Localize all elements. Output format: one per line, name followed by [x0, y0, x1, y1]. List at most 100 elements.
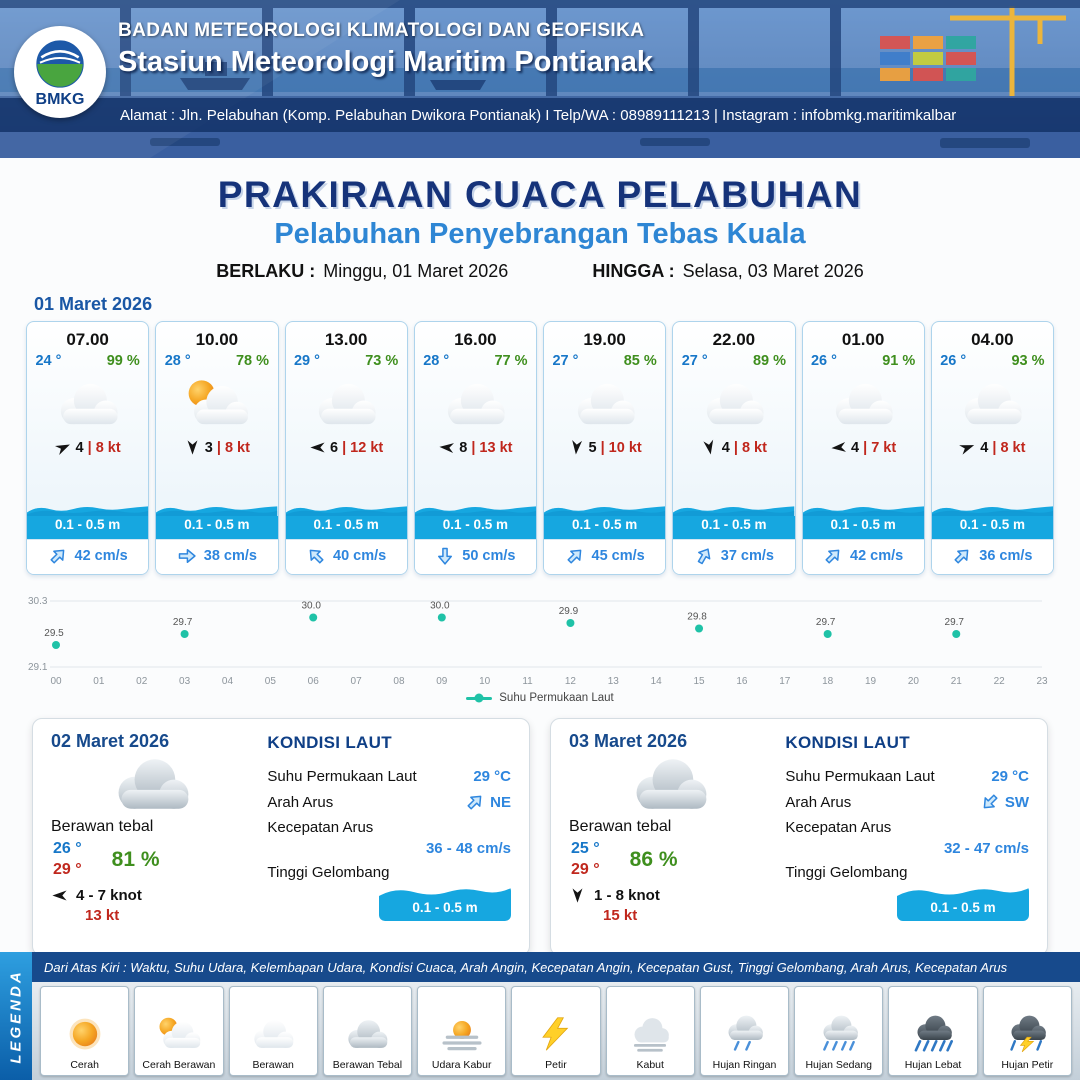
svg-text:30.0: 30.0 [430, 601, 450, 612]
wind-direction-icon [957, 437, 979, 459]
gust-speed: 13 kt [85, 907, 120, 924]
day-summary-row: 02 Maret 2026 Berawan tebal 26 ° 29 ° 81… [32, 718, 1048, 956]
svg-text:16: 16 [736, 676, 748, 687]
temp-humidity-row: 26 ° 91 % [811, 353, 915, 369]
wind-direction-icon [699, 438, 719, 458]
legend-item-label: Berawan [252, 1059, 294, 1071]
forecast-time: 13.00 [324, 330, 368, 349]
svg-text:08: 08 [393, 676, 405, 687]
legend-item-cerah: Cerah [40, 986, 130, 1076]
temp-max: 29 ° [53, 861, 82, 878]
page-subtitle: Pelabuhan Penyebrangan Tebas Kuala [274, 218, 806, 250]
wind-row: 4 | 8 kt [55, 439, 121, 456]
current-direction-label: Arah Arus [267, 793, 334, 811]
wind-direction-icon [567, 438, 585, 456]
wind-speed: 8 [459, 439, 468, 456]
sun-cloud-icon [153, 1011, 205, 1057]
summary-weather-panel: 03 Maret 2026 Berawan tebal 25 ° 29 ° 86… [569, 731, 771, 945]
wind-row: 5 | 10 kt [568, 439, 642, 456]
sea-condition-panel: KONDISI LAUT Suhu Permukaan Laut 29 °C A… [785, 731, 1029, 945]
forecast-card-1600: 16.00 28 ° 77 % 8 | 13 kt 0.1 - 0.5 m [413, 321, 537, 575]
current-direction-icon [690, 542, 717, 569]
wave-icon [931, 506, 1053, 516]
wave-height-band: 0.1 - 0.5 m [414, 502, 536, 539]
wind-direction-icon [309, 439, 326, 456]
day-summary-card-02: 02 Maret 2026 Berawan tebal 26 ° 29 ° 81… [32, 718, 530, 956]
wind-speed-range: 4 - 7 knot [76, 887, 142, 904]
svg-text:01: 01 [93, 676, 105, 687]
svg-text:20: 20 [908, 676, 920, 687]
wave-icon [285, 506, 407, 516]
wave-height-chip: 0.1 - 0.5 m [897, 885, 1029, 921]
svg-text:06: 06 [308, 676, 320, 687]
moderate-rain-icon [813, 1011, 865, 1057]
sea-condition-panel: KONDISI LAUT Suhu Permukaan Laut 29 °C A… [267, 731, 511, 945]
sst-chart-canvas: 30.3 29.100 01 02 03 04 05 06 07 08 09 10 11 12 13 14 15… [28, 596, 1048, 687]
wind-speed: 4 [851, 439, 860, 456]
humidity: 89 % [752, 353, 786, 369]
svg-text:15: 15 [693, 676, 705, 687]
current-speed-row: Kecepatan Arus 32 - 47 cm/s [785, 819, 1029, 857]
forecast-time: 10.00 [195, 330, 239, 349]
current-direction-value: NE [490, 793, 511, 811]
gust-speed: | 8 kt [992, 439, 1026, 456]
sst-row: Suhu Permukaan Laut 29 °C [267, 768, 511, 785]
current-speed-value: 32 - 47 cm/s [943, 840, 1029, 857]
svg-text:02: 02 [136, 676, 148, 687]
wind-speed: 3 [204, 439, 213, 456]
thunderstorm-icon [1001, 1011, 1053, 1057]
wave-height: 0.1 - 0.5 m [27, 516, 149, 539]
current-row: 38 cm/s [156, 539, 278, 574]
svg-text:29.8: 29.8 [687, 612, 707, 623]
wind-row: 6 | 12 kt [309, 439, 383, 456]
light-rain-icon [718, 1011, 770, 1057]
current-direction-icon [435, 546, 455, 566]
wave-height-band: 0.1 - 0.5 m [156, 502, 278, 539]
legend-items: Cerah Cerah Berawan Berawan Berawan Teba… [32, 982, 1080, 1080]
svg-text:18: 18 [822, 676, 834, 687]
svg-text:03: 03 [179, 676, 191, 687]
current-speed-label: Kecepatan Arus [785, 819, 892, 836]
sst-label: Suhu Permukaan Laut [785, 768, 935, 785]
valid-label: BERLAKU : [216, 261, 316, 281]
until-value: Selasa, 03 Maret 2026 [682, 261, 864, 281]
current-speed: 50 cm/s [462, 548, 516, 564]
gust-speed: | 10 kt [600, 439, 642, 456]
temp-humidity-block: 26 ° 29 ° 81 % [51, 840, 253, 879]
current-direction-row: Arah Arus NE [267, 792, 511, 812]
legend-item-berawan-tebal: Berawan Tebal [322, 986, 413, 1076]
condition-text: Berawan tebal [569, 818, 672, 835]
current-direction-value: SW [1004, 793, 1029, 811]
current-row: 37 cm/s [673, 539, 795, 574]
humidity: 93 % [1011, 353, 1045, 369]
bmkg-logo: BMKG [14, 26, 106, 118]
humidity: 86 % [629, 847, 678, 871]
svg-text:29.7: 29.7 [816, 617, 836, 628]
wave-height-chip: 0.1 - 0.5 m [379, 885, 511, 921]
legend-item-kabut: Kabut [605, 986, 695, 1076]
legend-item-label: Hujan Lebat [904, 1059, 962, 1071]
current-speed: 42 cm/s [850, 548, 904, 564]
legend-item-label: Berawan Tebal [332, 1059, 403, 1071]
wind-row: 4 | 8 kt [959, 439, 1025, 456]
wave-height: 0.1 - 0.5 m [802, 516, 924, 539]
wave-height-label: Tinggi Gelombang [785, 864, 908, 881]
legend-description-bar: Dari Atas Kiri : Waktu, Suhu Udara, Kele… [32, 952, 1080, 982]
air-temperature: 27 ° [552, 353, 579, 369]
until-label: HINGGA : [592, 261, 675, 281]
wind-direction-icon [829, 438, 847, 456]
wind-row: 4 - 7 knot [51, 887, 253, 904]
current-row: 45 cm/s [544, 539, 666, 574]
svg-text:07: 07 [351, 676, 363, 687]
air-temperature: 26 ° [940, 353, 967, 369]
svg-text:29.7: 29.7 [173, 617, 193, 628]
sun-icon [59, 1011, 111, 1057]
legend-item-label: Udara Kabur [431, 1059, 492, 1071]
current-speed-value: 36 - 48 cm/s [425, 840, 511, 857]
forecast-date-label: 01 Maret 2026 [34, 294, 153, 314]
forecast-card-2200: 22.00 27 ° 89 % 4 | 8 kt 0.1 - 0.5 m [672, 321, 796, 575]
svg-text:21: 21 [951, 676, 963, 687]
condition-text: Berawan tebal [51, 818, 154, 835]
temp-humidity-row: 28 ° 77 % [423, 353, 527, 369]
svg-text:22: 22 [994, 676, 1006, 687]
